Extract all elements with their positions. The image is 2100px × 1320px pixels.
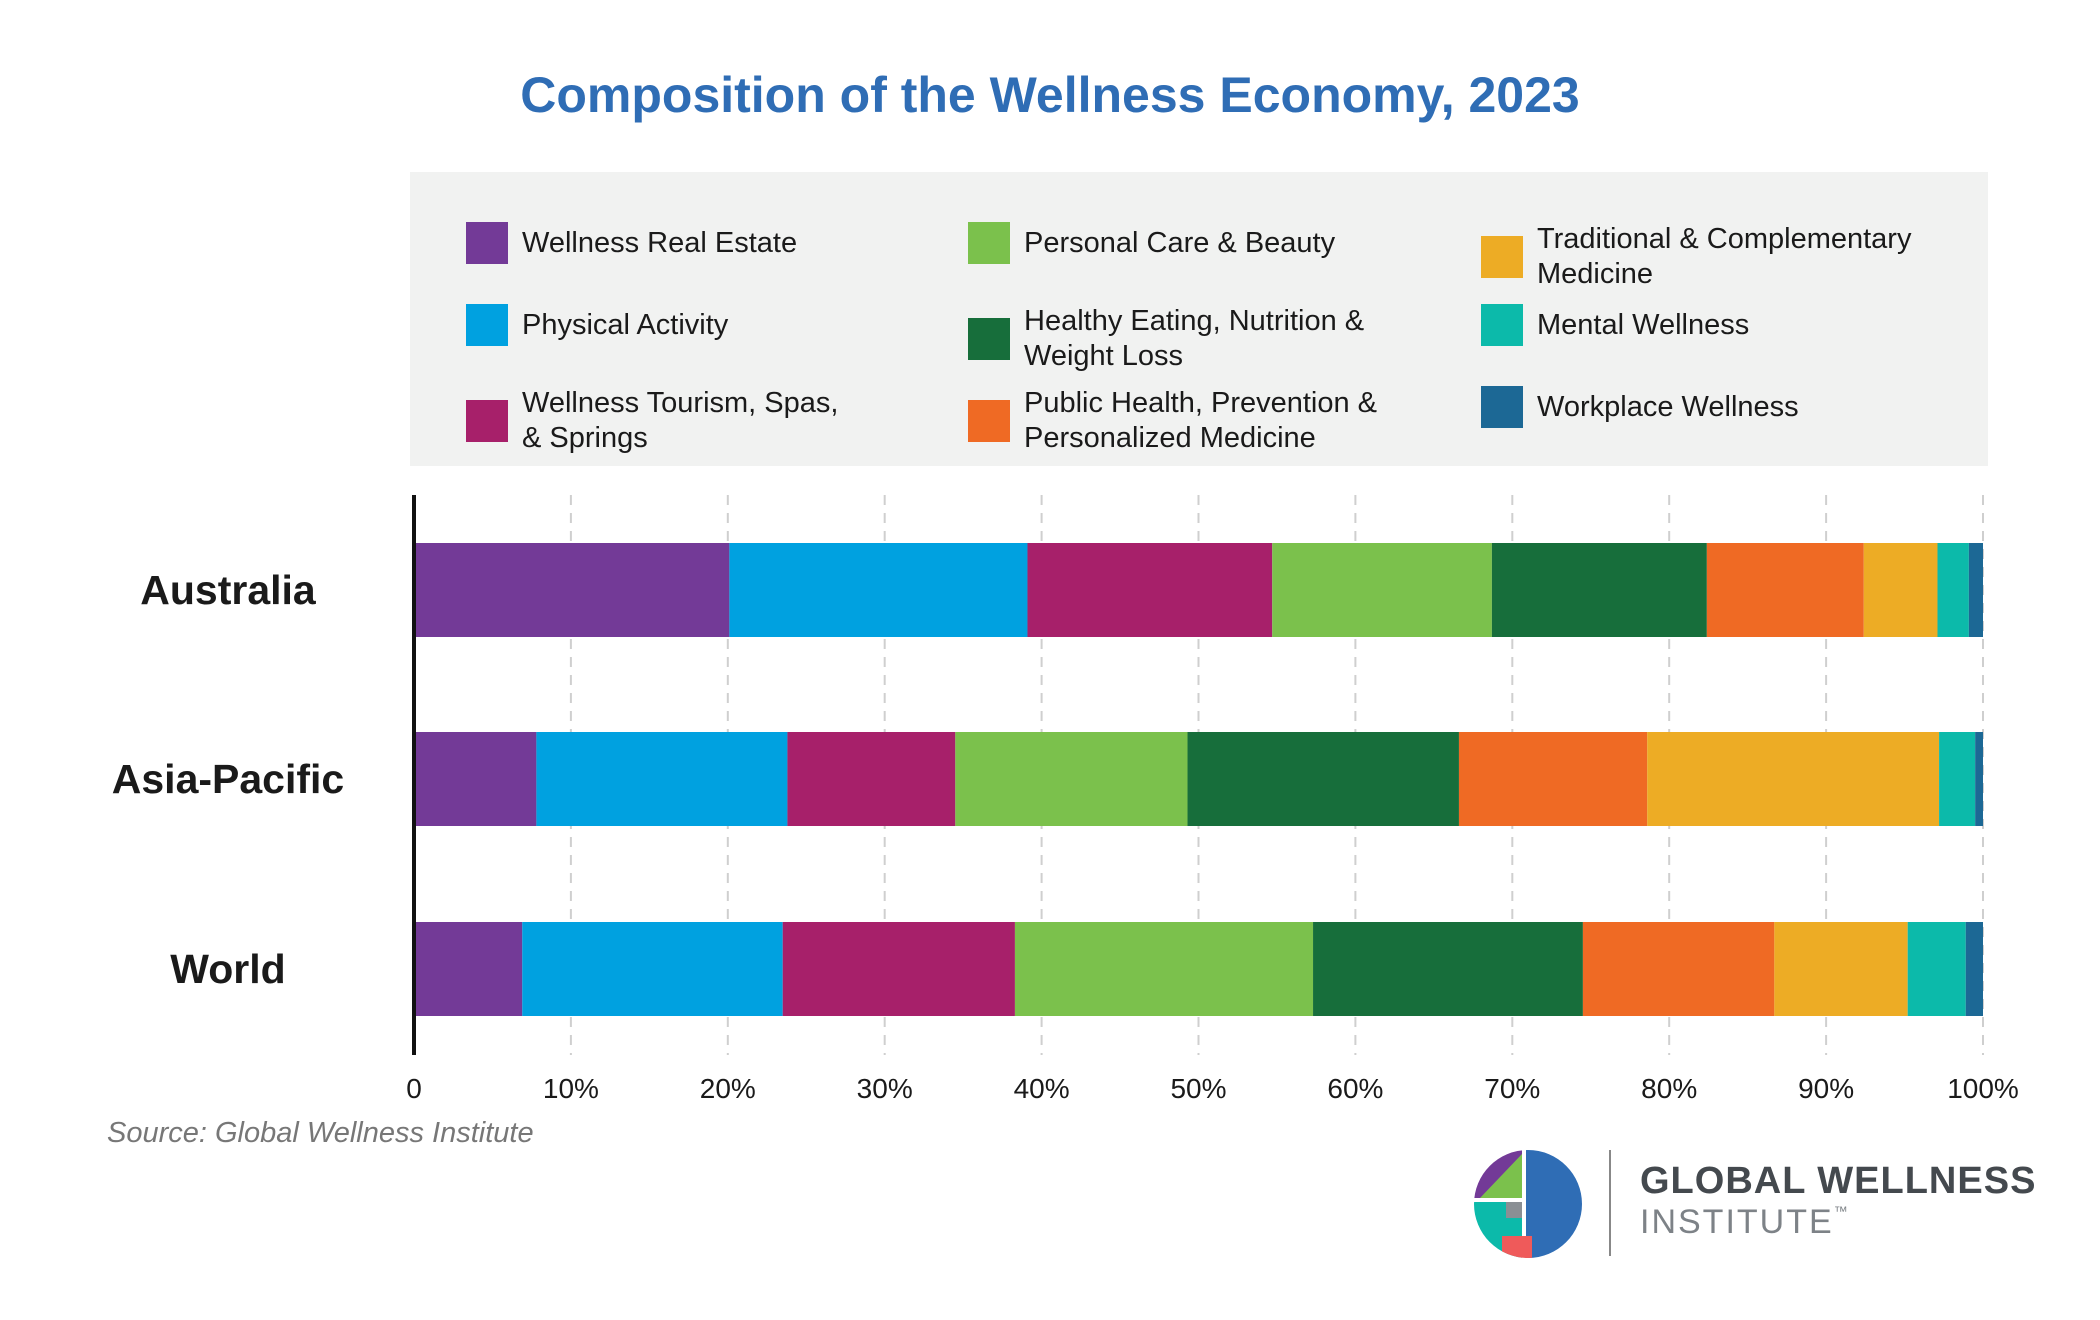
x-tick-label: 40% <box>1014 1073 1070 1104</box>
chart-plot: Australia Asia-Pacific World 0 10% 20% 30% 40%… <box>112 495 2019 1104</box>
bar-segment <box>1939 732 1976 826</box>
category-label: Asia-Pacific <box>112 756 344 802</box>
bar-segment <box>729 543 1028 637</box>
legend-label: Physical Activity <box>522 308 729 341</box>
legend-swatch <box>968 222 1010 264</box>
trademark-symbol: ™ <box>1833 1203 1850 1219</box>
x-tick-label: 100% <box>1947 1073 2019 1104</box>
legend-item: Healthy Eating, Nutrition & Weight Loss <box>968 304 1364 374</box>
x-tick-label: 80% <box>1641 1073 1697 1104</box>
x-tick-label: 60% <box>1327 1073 1383 1104</box>
legend-swatch <box>968 400 1010 442</box>
legend-label: Traditional & Complementary Medicine <box>1537 223 1912 290</box>
legend-item: Physical Activity <box>466 304 728 346</box>
legend-swatch <box>1481 304 1523 346</box>
legend-swatch <box>968 318 1010 360</box>
source-note: Source: Global Wellness Institute <box>107 1117 534 1149</box>
bar-segment <box>1313 922 1583 1016</box>
category-labels: Australia Asia-Pacific World <box>112 567 344 992</box>
logo-divider <box>1609 1150 1611 1256</box>
bar-segment <box>1272 543 1492 637</box>
legend-item: Mental Wellness <box>1481 304 1749 346</box>
bar-segment <box>1975 732 1983 826</box>
bar-segment <box>782 922 1015 1016</box>
x-tick-label: 0 <box>406 1073 422 1104</box>
legend-label: Public Health, Prevention & Personalized… <box>1024 387 1378 454</box>
category-label: Australia <box>140 567 317 613</box>
legend-label: Mental Wellness <box>1537 308 1750 341</box>
x-tick-label: 30% <box>857 1073 913 1104</box>
legend-item: Wellness Real Estate <box>466 222 797 264</box>
bar-segment <box>1491 543 1707 637</box>
legend-swatch <box>1481 236 1523 278</box>
bar-segment <box>1863 543 1938 637</box>
legend-swatch <box>466 304 508 346</box>
legend-item: Public Health, Prevention & Personalized… <box>968 386 1377 456</box>
bar-segment <box>1968 543 1983 637</box>
bar-segment <box>1027 543 1273 637</box>
bar-segment <box>414 543 730 637</box>
bar-segment <box>1706 543 1864 637</box>
bar-segment <box>536 732 788 826</box>
legend-label: Personal Care & Beauty <box>1024 226 1336 259</box>
legend-label: Healthy Eating, Nutrition & Weight Loss <box>1024 305 1365 372</box>
bar-segment <box>1458 732 1648 826</box>
bar-segment <box>522 922 783 1016</box>
chart-title: Composition of the Wellness Economy, 202… <box>520 67 1580 123</box>
bar-segment <box>1187 732 1459 826</box>
legend-item: Wellness Tourism, Spas, & Springs <box>466 386 838 456</box>
legend-item: Workplace Wellness <box>1481 386 1799 428</box>
bar-segment <box>414 732 537 826</box>
bar-segment <box>1965 922 1983 1016</box>
bar-segment <box>1014 922 1314 1016</box>
legend-swatch <box>1481 386 1523 428</box>
legend: Wellness Real Estate Physical Activity Wel… <box>410 172 1988 466</box>
legend-label: Workplace Wellness <box>1537 390 1799 423</box>
bar-segment <box>1774 922 1908 1016</box>
bar-segment <box>787 732 956 826</box>
logo-text-line2: INSTITUTE™ <box>1640 1203 1850 1242</box>
bar-segment <box>414 922 523 1016</box>
bar-segment <box>1647 732 1940 826</box>
bar-segment <box>955 732 1188 826</box>
bar-segment <box>1937 543 1969 637</box>
x-tick-label: 90% <box>1798 1073 1854 1104</box>
legend-swatch <box>466 400 508 442</box>
bars <box>414 543 1983 1016</box>
legend-item: Personal Care & Beauty <box>968 222 1335 264</box>
category-label: World <box>170 946 285 992</box>
x-tick-label: 50% <box>1170 1073 1226 1104</box>
x-tick-labels: 0 10% 20% 30% 40% 50% 60% 70% 80% 90% 100% <box>406 1073 2019 1104</box>
x-tick-label: 10% <box>543 1073 599 1104</box>
legend-item: Traditional & Complementary Medicine <box>1481 222 1911 292</box>
x-tick-label: 70% <box>1484 1073 1540 1104</box>
bar-segment <box>1907 922 1966 1016</box>
gwi-logo-icon <box>1474 1150 1582 1258</box>
logo-text-line2-word: INSTITUTE <box>1640 1203 1834 1241</box>
legend-label: Wellness Real Estate <box>522 226 798 259</box>
legend-label: Wellness Tourism, Spas, & Springs <box>522 387 839 454</box>
x-tick-label: 20% <box>700 1073 756 1104</box>
legend-swatch <box>466 222 508 264</box>
logo-text-line1: GLOBAL WELLNESS <box>1640 1160 2037 1202</box>
bar-segment <box>1582 922 1775 1016</box>
